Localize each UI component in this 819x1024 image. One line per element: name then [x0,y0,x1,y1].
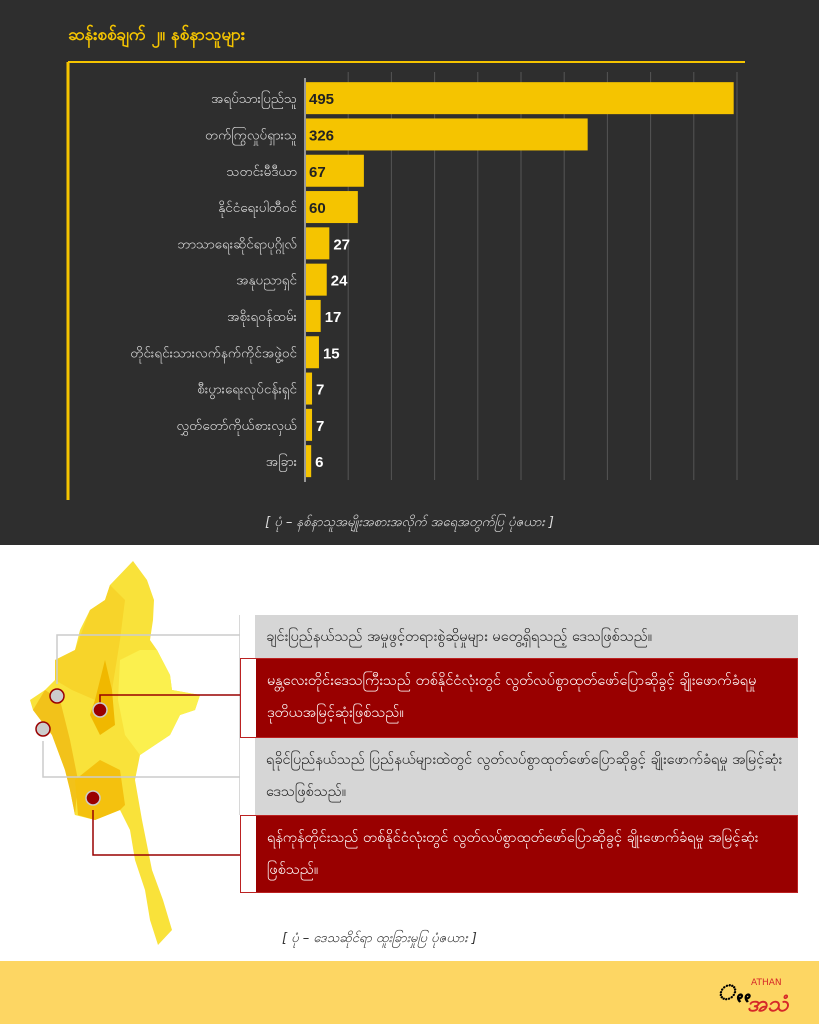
bar [306,372,313,405]
category-label: တက်ကြွလှုပ်ရှားသူ [205,126,297,145]
value-label: 7 [316,382,324,399]
bar [306,263,327,296]
footer: ꩻꩻ ATHAN အသံ [0,961,819,1024]
value-label: 7 [316,418,324,435]
bar [306,227,330,260]
map-caption: [ ပုံ – ဒေသဆိုင်ရာ ထူးခြားမှုပြ ပုံဇယား … [282,931,477,946]
svg-text:ꩻꩻ: ꩻꩻ [717,972,751,1007]
map-region-ayeyarwady-yangon [75,760,125,820]
note-rakhine: ရခိုင်ပြည်နယ်သည် ပြည်နယ်များထဲတွင် လွတ်လ… [240,738,798,815]
value-label: 24 [331,273,348,290]
category-label: လွှတ်တော်ကိုယ်စားလှယ် [177,418,298,436]
bar [306,336,319,369]
category-label: အခြား [266,453,298,472]
value-label: 60 [309,200,326,217]
category-label: တိုင်းရင်းသားလက်နက်ကိုင်အဖွဲ့ဝင် [130,345,297,363]
marker-mandalay [92,702,108,718]
bar [306,191,358,224]
connector-chin [56,634,240,684]
bar-chart: အရပ်သားပြည်သူ 495 တက်ကြွလှုပ်ရှားသူ 326 သတင်… [66,61,745,500]
value-label: 17 [325,309,342,326]
category-label: ဘာသာရေးဆိုင်ရာပုဂ္ဂိုလ် [177,236,297,254]
bar [306,82,734,115]
category-label: အစိုးရဝန်ထမ်း [227,309,297,327]
bar [306,445,312,478]
chart-caption: [ ပုံ – နစ်နာသူအမျိုးအစားအလိုက် အရေအတွက်… [265,515,554,530]
category-label: အရပ်သားပြည်သူ [211,90,297,109]
note-mandalay: မန္တလေးတိုင်းဒေသကြီးသည် တစ်နိုင်ငံလုံးတွ… [240,658,798,738]
value-label: 495 [309,91,334,108]
myanmar-map [30,561,241,945]
bar [306,299,321,332]
svg-text:ATHAN: ATHAN [751,978,782,988]
athan-logo: ꩻꩻ ATHAN အသံ [717,972,789,1017]
marker-chin [49,688,65,704]
note-chin: ချင်းပြည်နယ်သည် အမှုဖွင့်တရားစွဲဆိုမှုမျ… [240,615,798,658]
category-label: စီးပွားရေးလုပ်ငန်းရှင် [197,382,297,400]
bar [306,408,313,441]
note-yangon: ရန်ကုန်တိုင်းသည် တစ်နိုင်ငံလုံးတွင် လွတ်… [240,815,798,893]
value-label: 27 [333,236,350,253]
value-label: 67 [309,164,326,181]
map-region-shan [118,650,200,755]
category-label: သတင်းမီဒီယာ [226,164,297,180]
value-label: 6 [315,454,323,471]
page-title: ဆန်းစစ်ချက် ၂။ နစ်နာသူများ [68,25,246,45]
svg-text:အသံ: အသံ [747,991,789,1017]
map-region-rakhine [33,690,78,815]
category-label: နိုင်ငံရေးပါတီဝင် [218,200,297,218]
bar [306,154,364,187]
connector-yangon [92,810,240,856]
marker-yangon [85,790,101,806]
marker-rakhine [35,721,51,737]
connector-rakhine [42,741,240,778]
value-label: 15 [323,345,340,362]
chart-panel: ဆန်းစစ်ချက် ၂။ နစ်နာသူများ အရပ်သားပြည်သူ… [0,0,819,545]
value-label: 326 [309,127,334,144]
category-label: အနုပညာရှင် [236,273,297,291]
bar [306,118,588,151]
